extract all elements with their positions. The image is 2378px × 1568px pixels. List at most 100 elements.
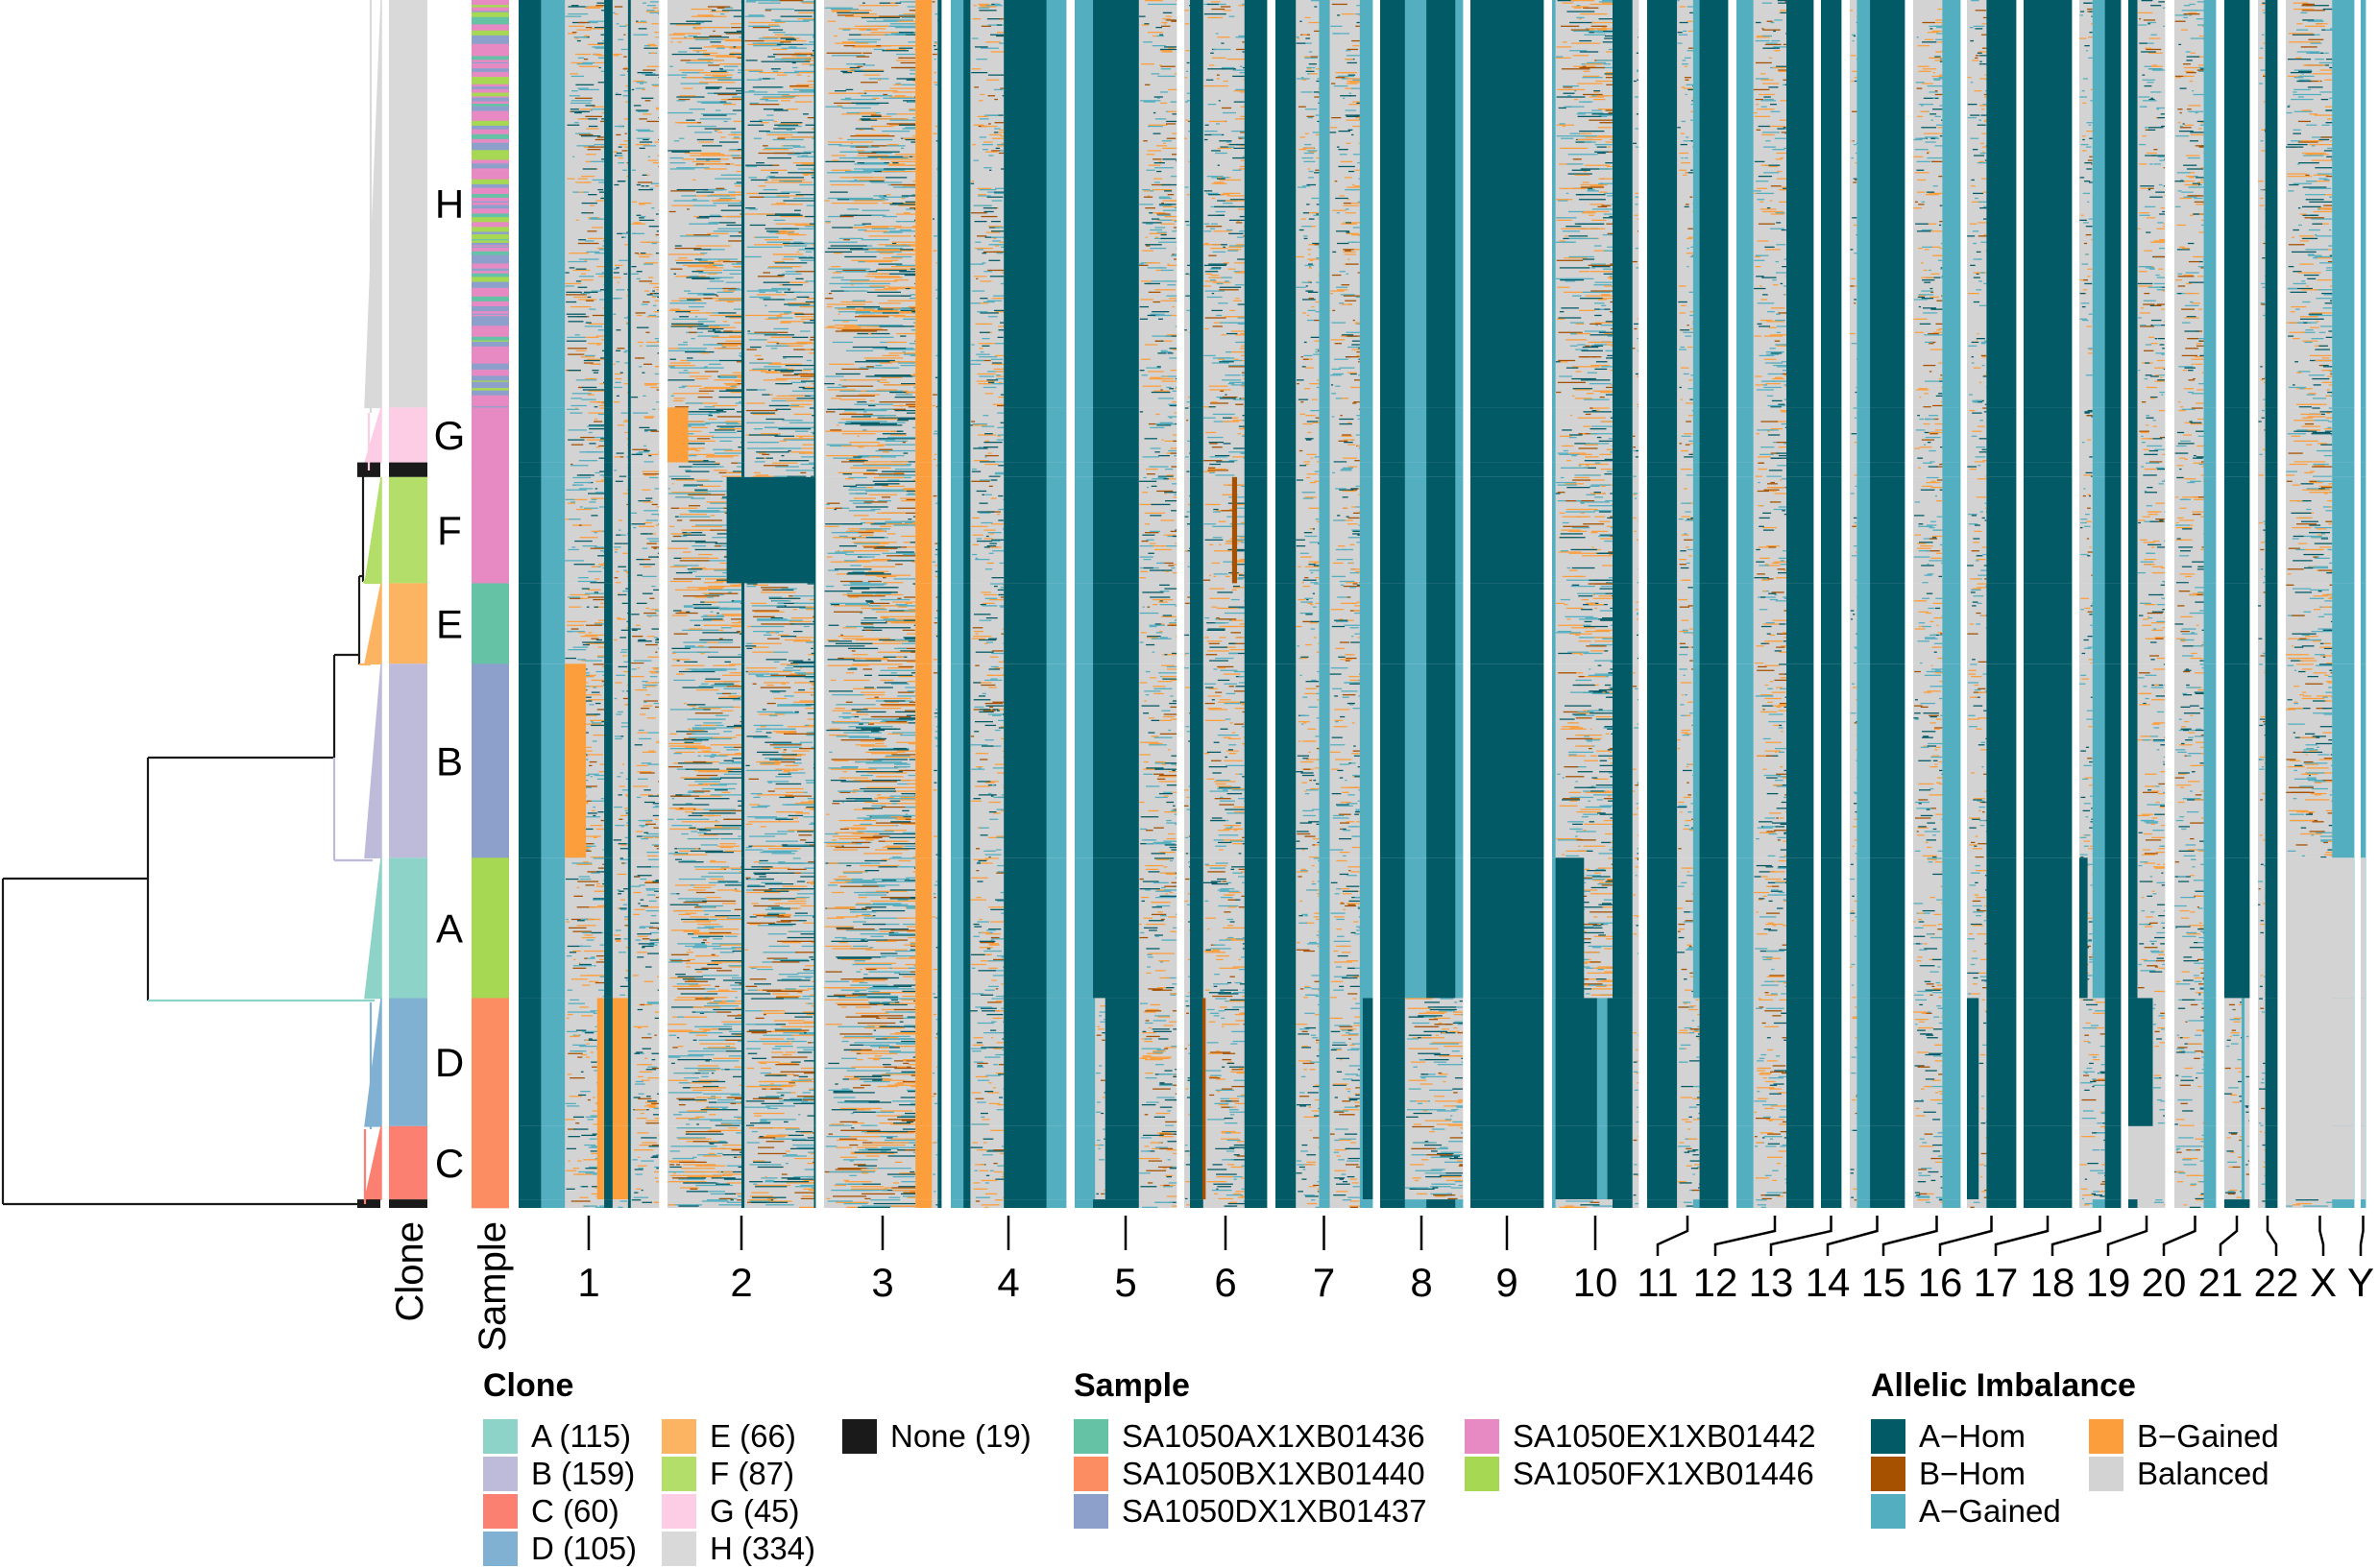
noise-mark (881, 157, 909, 159)
noise-mark (746, 1067, 755, 1070)
noise-mark (694, 596, 713, 598)
noise-mark (595, 480, 605, 482)
noise-mark (585, 624, 602, 626)
noise-mark (788, 449, 791, 452)
noise-mark (825, 220, 831, 223)
noise-mark (796, 831, 814, 832)
noise-mark (567, 348, 588, 350)
noise-mark (582, 750, 593, 752)
noise-mark (695, 575, 727, 578)
noise-mark (704, 366, 708, 368)
noise-mark (804, 970, 814, 972)
noise-mark (754, 983, 771, 985)
noise-mark (591, 1061, 597, 1063)
noise-mark (719, 426, 735, 429)
noise-mark (812, 980, 814, 982)
noise-mark (700, 651, 718, 653)
noise-mark (640, 794, 653, 796)
noise-mark (679, 235, 719, 237)
noise-mark (722, 269, 741, 272)
noise-mark (695, 920, 716, 922)
noise-mark (737, 1195, 741, 1197)
noise-mark (625, 812, 628, 814)
noise-mark (858, 260, 865, 263)
noise-mark (736, 1102, 741, 1104)
noise-mark (746, 1030, 772, 1033)
noise-mark (809, 1089, 814, 1092)
noise-mark (866, 601, 874, 603)
noise-mark (632, 629, 638, 631)
noise-mark (851, 416, 871, 418)
noise-mark (840, 70, 885, 72)
noise-mark (732, 699, 741, 701)
noise-mark (591, 872, 600, 874)
noise-mark (669, 1150, 680, 1152)
noise-mark (769, 177, 805, 179)
noise-mark (783, 733, 814, 735)
noise-mark (591, 691, 600, 693)
noise-mark (750, 967, 757, 969)
noise-mark (913, 26, 916, 29)
allelic-imbalance-heatmap (519, 0, 2366, 1208)
noise-mark (668, 348, 679, 350)
noise-mark (910, 542, 916, 543)
noise-mark (854, 316, 889, 318)
noise-mark (720, 867, 741, 869)
noise-mark (578, 299, 597, 301)
noise-mark (740, 715, 741, 718)
noise-mark (652, 667, 658, 669)
noise-mark (631, 169, 636, 171)
noise-mark (910, 305, 916, 308)
noise-mark (681, 821, 720, 823)
noise-mark (600, 950, 605, 953)
noise-mark (580, 686, 596, 688)
noise-mark (789, 406, 805, 408)
segment-H (604, 583, 614, 664)
noise-mark (898, 25, 916, 27)
noise-mark (656, 213, 659, 215)
noise-mark (626, 620, 628, 623)
noise-mark (718, 396, 741, 398)
noise-mark (643, 138, 649, 141)
noise-mark (758, 1080, 795, 1083)
noise-mark (812, 1132, 814, 1134)
noise-mark (671, 151, 691, 153)
noise-mark (722, 979, 741, 981)
noise-mark (861, 52, 863, 54)
noise-mark (694, 868, 725, 871)
noise-mark (651, 628, 659, 630)
sample-stripe (472, 395, 509, 401)
noise-mark (745, 823, 753, 825)
noise-mark (806, 806, 814, 808)
noise-mark (787, 1178, 814, 1180)
noise-mark (643, 501, 653, 503)
noise-mark (751, 1201, 789, 1203)
noise-mark (731, 760, 741, 763)
noise-mark (876, 152, 892, 155)
noise-mark (644, 100, 651, 102)
noise-mark (577, 118, 589, 120)
noise-mark (603, 284, 605, 286)
noise-mark (597, 188, 604, 191)
noise-mark (673, 753, 682, 755)
noise-mark (649, 939, 659, 941)
noise-mark (567, 620, 587, 623)
noise-mark (701, 1075, 709, 1078)
noise-mark (631, 453, 643, 455)
noise-mark (704, 168, 727, 170)
noise-mark (749, 923, 762, 926)
noise-mark (776, 74, 788, 76)
noise-mark (745, 769, 783, 772)
noise-mark (688, 510, 720, 512)
noise-mark (719, 375, 741, 377)
noise-mark (680, 993, 718, 995)
noise-mark (753, 861, 761, 863)
noise-mark (626, 175, 628, 178)
sample-stripe (472, 399, 509, 403)
noise-mark (632, 448, 648, 450)
noise-mark (750, 179, 768, 181)
noise-mark (893, 186, 916, 188)
noise-mark (787, 289, 790, 291)
noise-mark (645, 607, 650, 610)
noise-mark (771, 1056, 808, 1058)
